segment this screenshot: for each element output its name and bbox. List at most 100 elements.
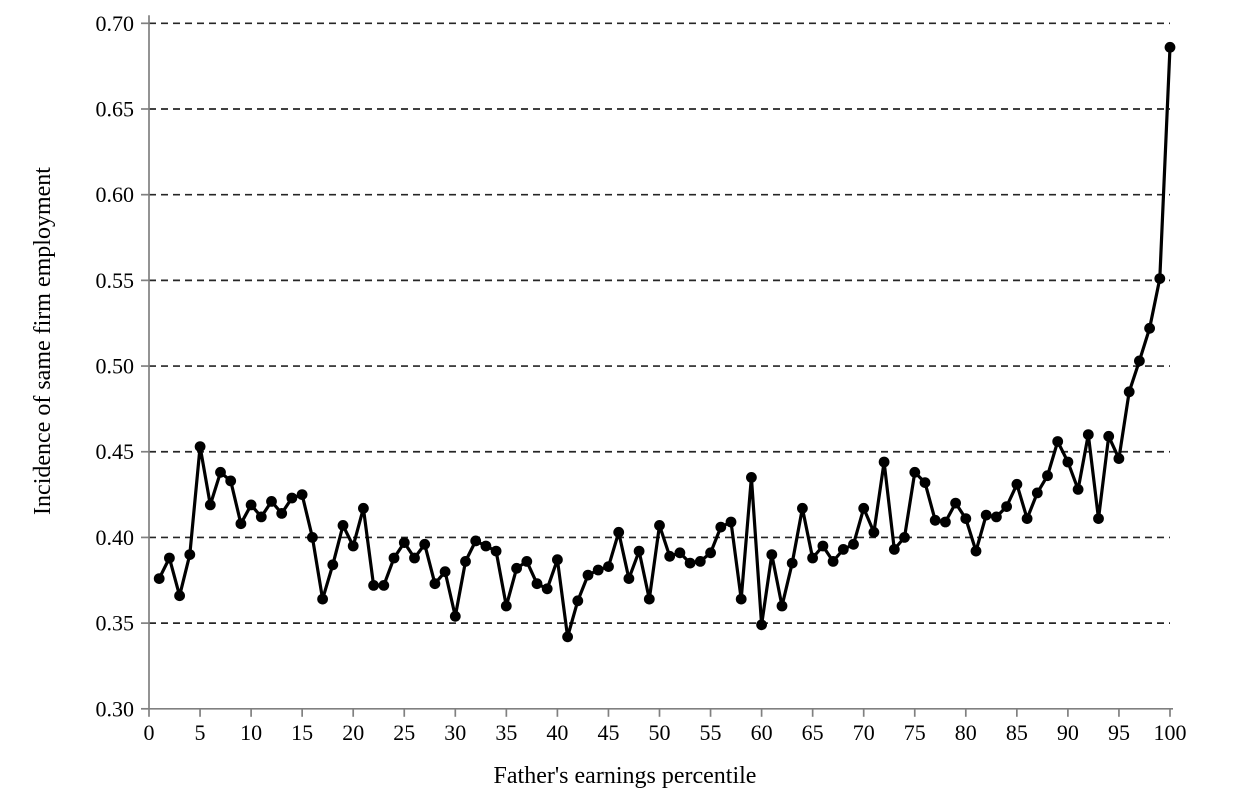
data-point — [1164, 41, 1176, 53]
data-point — [184, 549, 196, 560]
data-point — [858, 502, 870, 514]
x-tick-label: 15 — [291, 720, 313, 745]
data-point — [286, 492, 298, 504]
x-tick-label: 20 — [342, 720, 364, 745]
data-point — [245, 499, 257, 511]
data-point — [1123, 386, 1135, 398]
data-point — [1031, 487, 1043, 499]
data-point — [991, 511, 1002, 523]
data-point — [419, 538, 431, 550]
data-point — [235, 518, 247, 530]
data-point — [1082, 429, 1094, 440]
data-point — [327, 559, 339, 571]
y-tick-label: 0.50 — [96, 354, 135, 379]
x-tick-label: 10 — [240, 720, 262, 745]
data-point — [725, 516, 737, 528]
data-point — [970, 545, 982, 557]
data-point — [950, 497, 961, 509]
data-point — [307, 532, 318, 543]
data-point — [603, 561, 614, 572]
data-point — [1154, 273, 1166, 284]
x-tick-label: 45 — [597, 720, 619, 745]
data-point — [1113, 453, 1125, 464]
y-tick-label: 0.70 — [96, 11, 135, 36]
data-point — [899, 532, 910, 543]
data-point — [378, 580, 390, 591]
data-point — [715, 521, 727, 533]
x-tick-label: 30 — [444, 720, 466, 745]
data-point — [1042, 470, 1053, 482]
y-axis-title: Incidence of same firm employment — [30, 167, 56, 515]
x-axis-title: Father's earnings percentile — [494, 763, 757, 789]
series-layer — [153, 41, 1176, 643]
data-point — [827, 556, 839, 567]
data-point — [766, 549, 778, 560]
x-tick-label: 65 — [802, 720, 824, 745]
x-tick-label: 95 — [1108, 720, 1130, 745]
y-tick-label: 0.35 — [96, 611, 135, 636]
y-tick-label: 0.45 — [96, 439, 135, 464]
data-point — [654, 520, 665, 531]
y-tick-label: 0.65 — [96, 96, 135, 121]
x-tick-label: 25 — [393, 720, 415, 745]
data-point — [409, 552, 420, 564]
data-point — [470, 535, 482, 547]
data-point — [225, 475, 237, 487]
data-point — [511, 562, 522, 574]
data-point — [888, 544, 900, 555]
data-point — [960, 513, 972, 524]
data-point — [1021, 513, 1033, 524]
data-point — [347, 540, 359, 552]
data-point — [449, 610, 461, 622]
data-point — [1001, 501, 1012, 512]
data-point — [439, 566, 451, 578]
data-point — [919, 477, 931, 488]
data-point — [1052, 436, 1064, 447]
data-point — [797, 502, 808, 514]
data-point — [1062, 456, 1074, 468]
data-point — [878, 456, 890, 468]
data-point — [296, 489, 308, 500]
data-point — [1072, 484, 1084, 495]
data-point — [1011, 478, 1023, 490]
data-point — [541, 583, 553, 595]
gridlines-layer — [149, 22, 1170, 624]
data-point — [521, 556, 533, 567]
data-point — [480, 540, 492, 552]
data-point — [817, 540, 829, 552]
data-point — [552, 554, 563, 566]
data-point — [1144, 322, 1155, 334]
data-point — [746, 472, 757, 483]
x-tick-label: 85 — [1006, 720, 1028, 745]
data-point — [929, 514, 941, 526]
series-line — [157, 45, 1172, 639]
data-point — [317, 593, 328, 605]
data-point — [337, 520, 349, 531]
data-point — [613, 526, 625, 538]
data-point — [1093, 513, 1104, 524]
y-tick-label: 0.55 — [96, 268, 135, 293]
data-point — [980, 509, 992, 521]
data-point — [664, 550, 676, 562]
tick-labels-layer: 0.30 0.35 0.40 0.45 0.50 0.55 0.60 0.65 0.70 0 5 10… — [96, 11, 1187, 745]
data-point — [756, 619, 767, 631]
data-point — [643, 593, 655, 605]
x-tick-label: 90 — [1057, 720, 1079, 745]
data-point — [174, 590, 186, 602]
y-tick-label: 0.60 — [96, 182, 135, 207]
y-tick-label: 0.40 — [96, 525, 135, 550]
x-tick-label: 75 — [904, 720, 926, 745]
data-point — [940, 516, 951, 528]
data-point — [194, 441, 206, 452]
data-point — [684, 557, 696, 569]
data-point — [276, 508, 288, 519]
x-tick-label: 50 — [649, 720, 671, 745]
data-point — [398, 537, 410, 548]
x-tick-label: 60 — [751, 720, 773, 745]
data-point — [266, 496, 277, 507]
data-point — [388, 552, 400, 564]
data-point — [358, 502, 369, 514]
x-tick-label: 0 — [144, 720, 155, 745]
data-point — [776, 600, 788, 612]
